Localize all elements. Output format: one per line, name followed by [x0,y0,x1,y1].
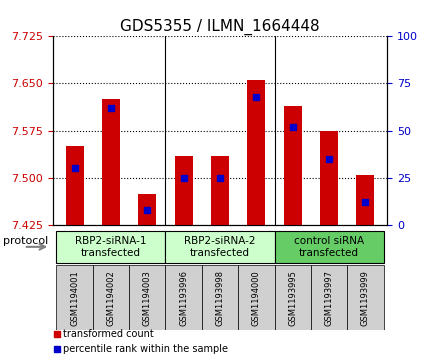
Bar [284,106,302,225]
Text: GSM1194002: GSM1194002 [106,270,115,326]
FancyBboxPatch shape [275,265,311,330]
FancyBboxPatch shape [275,231,384,263]
FancyBboxPatch shape [129,265,165,330]
Text: protocol: protocol [3,236,48,246]
Text: GSM1193999: GSM1193999 [361,270,370,326]
Text: GSM1193996: GSM1193996 [179,270,188,326]
FancyBboxPatch shape [56,231,165,263]
Text: GSM1194000: GSM1194000 [252,270,261,326]
Bar [211,156,229,225]
Text: RBP2-siRNA-2
transfected: RBP2-siRNA-2 transfected [184,236,256,258]
Bar [175,156,193,225]
Legend: transformed count, percentile rank within the sample: transformed count, percentile rank withi… [49,326,232,358]
Bar [356,175,374,225]
FancyBboxPatch shape [93,265,129,330]
FancyBboxPatch shape [311,265,347,330]
Text: GSM1193998: GSM1193998 [216,270,224,326]
Text: GSM1193995: GSM1193995 [288,270,297,326]
Text: GSM1194003: GSM1194003 [143,270,152,326]
FancyBboxPatch shape [202,265,238,330]
Bar [138,193,156,225]
Text: RBP2-siRNA-1
transfected: RBP2-siRNA-1 transfected [75,236,147,258]
Text: GSM1194001: GSM1194001 [70,270,79,326]
Bar [320,131,338,225]
FancyBboxPatch shape [238,265,275,330]
FancyBboxPatch shape [165,265,202,330]
Text: control siRNA
transfected: control siRNA transfected [294,236,364,258]
Bar [247,80,265,225]
Title: GDS5355 / ILMN_1664448: GDS5355 / ILMN_1664448 [120,19,320,35]
FancyBboxPatch shape [347,265,384,330]
FancyBboxPatch shape [56,265,93,330]
Bar [102,99,120,225]
Bar [66,146,84,225]
FancyBboxPatch shape [165,231,275,263]
Text: GSM1193997: GSM1193997 [325,270,334,326]
